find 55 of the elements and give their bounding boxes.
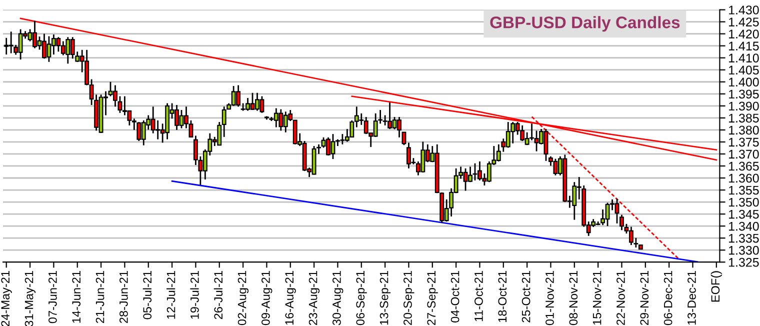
x-tick-label: 06-Sep-21 <box>356 271 367 326</box>
x-tick-label: 22-Nov-21 <box>616 271 625 325</box>
x-tick-label: 29-Nov-21 <box>640 271 649 325</box>
x-tick-label: 08-Nov-21 <box>569 271 578 326</box>
y-tick-label: 1.355 <box>729 186 759 195</box>
x-tick-label: 16-Aug-21 <box>285 271 296 325</box>
x-tick-label: 15-Nov-21 <box>592 271 602 325</box>
y-tick-label: 1.325 <box>729 258 759 267</box>
x-tick-label: 14-Jun-21 <box>72 271 81 323</box>
y-tick-label: 1.390 <box>729 102 759 111</box>
y-tick-label: 1.365 <box>729 162 759 171</box>
y-tick-label: 1.410 <box>729 54 759 62</box>
y-tick-label: 1.370 <box>729 150 759 159</box>
x-tick-label: 02-Aug-21 <box>238 271 249 326</box>
y-tick-label: 1.420 <box>729 30 759 38</box>
y-tick-label: 1.400 <box>729 78 759 87</box>
x-tick-label: 12-Jul-21 <box>166 271 176 319</box>
x-tick-label: 20-Sep-21 <box>404 271 414 325</box>
x-tick-label: 19-Jul-21 <box>190 271 199 319</box>
y-tick-label: 1.330 <box>729 246 759 255</box>
x-tick-label: 07-Jun-21 <box>48 271 57 324</box>
x-tick-label: 01-Nov-21 <box>546 271 554 326</box>
y-tick-label: 1.395 <box>729 90 759 99</box>
x-tick-label: 13-Dec-21 <box>688 271 696 325</box>
chart-title: GBP-USD Daily Candles <box>490 16 680 32</box>
x-tick-label: 23-Aug-21 <box>308 271 320 325</box>
x-tick-label: 30-Aug-21 <box>332 271 344 326</box>
x-tick-label: 21-Jun-21 <box>96 271 104 323</box>
y-tick-label: 1.360 <box>729 174 759 183</box>
y-tick-label: 1.415 <box>729 42 759 50</box>
y-tick-label: 1.380 <box>729 126 759 135</box>
y-tick-label: 1.405 <box>729 66 759 75</box>
x-tick-label: 24-May-21 <box>1 271 12 326</box>
x-tick-label: EOF() <box>710 271 722 302</box>
y-tick-label: 1.345 <box>729 210 759 219</box>
x-tick-label: 26-Jul-21 <box>214 271 223 320</box>
y-tick-label: 1.425 <box>729 18 759 26</box>
x-tick-label: 18-Oct-21 <box>498 271 507 322</box>
x-tick-label: 09-Aug-21 <box>262 271 272 326</box>
y-tick-label: 1.385 <box>729 114 759 123</box>
x-tick-label: 25-Oct-21 <box>522 271 530 322</box>
x-tick-label: 28-Jun-21 <box>120 271 128 323</box>
x-tick-label: 04-Oct-21 <box>450 271 460 322</box>
x-tick-label: 11-Oct-21 <box>474 271 483 322</box>
candlestick <box>620 214 624 231</box>
x-tick-label: 13-Sep-21 <box>380 271 391 325</box>
y-tick-label: 1.375 <box>729 138 759 147</box>
y-tick-label: 1.340 <box>729 222 759 231</box>
y-tick-label: 1.350 <box>729 198 759 207</box>
x-tick-label: 27-Sep-21 <box>427 271 438 325</box>
x-tick-label: 06-Dec-21 <box>664 271 672 326</box>
y-tick-label: 1.430 <box>729 6 759 14</box>
y-tick-label: 1.335 <box>729 234 759 243</box>
x-tick-label: 31-May-21 <box>24 271 36 326</box>
x-tick-label: 05-Jul-21 <box>142 271 152 320</box>
